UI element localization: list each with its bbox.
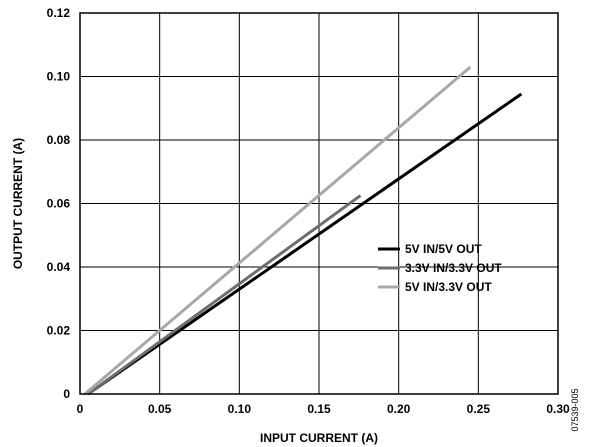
y-axis-title: OUTPUT CURRENT (A) [11, 138, 25, 269]
legend-label: 5V IN/3.3V OUT [405, 280, 492, 294]
x-tick-label: 0.05 [148, 402, 172, 416]
series-layer [83, 65, 523, 396]
figure-id: 07539-005 [570, 388, 580, 431]
series-line-1 [87, 92, 523, 396]
legend-label: 3.3V IN/3.3V OUT [405, 261, 502, 275]
series-line-3 [83, 65, 472, 396]
x-axis-title: INPUT CURRENT (A) [260, 431, 378, 445]
y-tick-label: 0.06 [47, 197, 71, 211]
y-tick-label: 0.02 [47, 324, 71, 338]
x-tick-label: 0.20 [387, 402, 411, 416]
y-tick-label: 0.08 [47, 133, 71, 147]
y-tick-labels: 0 0.02 0.04 0.06 0.08 0.10 0.12 [47, 6, 71, 401]
y-tick-label: 0.10 [47, 70, 71, 84]
x-tick-label: 0.15 [307, 402, 331, 416]
x-tick-label: 0.30 [546, 402, 570, 416]
x-tick-labels: 0 0.05 0.10 0.15 0.20 0.25 0.30 [77, 402, 570, 416]
x-tick-label: 0.25 [467, 402, 491, 416]
series-line-2 [87, 194, 362, 396]
x-tick-label: 0 [77, 402, 84, 416]
y-tick-label: 0.04 [47, 260, 71, 274]
legend: 5V IN/5V OUT 3.3V IN/3.3V OUT 5V IN/3.3V O… [378, 242, 502, 294]
y-tick-label: 0 [63, 387, 70, 401]
plot-frame [79, 12, 559, 395]
legend-label: 5V IN/5V OUT [405, 242, 482, 256]
y-tick-label: 0.12 [47, 6, 71, 20]
x-tick-label: 0.10 [228, 402, 252, 416]
